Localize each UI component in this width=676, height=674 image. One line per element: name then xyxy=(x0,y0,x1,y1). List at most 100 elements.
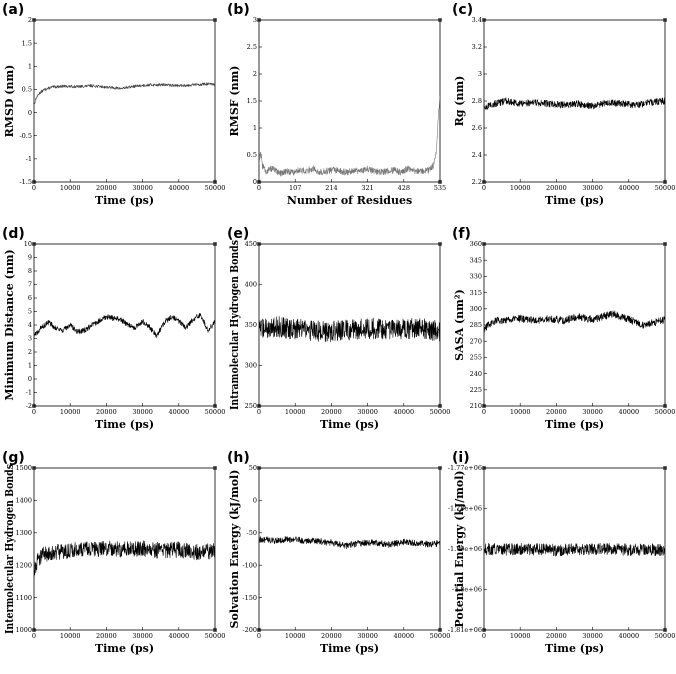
chart-panel-b: (b) 0 107 214 321 428 535 0 0.5 1 1.5 2 2.5 3 Number o… xyxy=(225,0,450,224)
y-tick-label: -150 xyxy=(242,594,257,602)
x-axis-label: Time (ps) xyxy=(545,418,604,431)
chart-svg: (e) 0 10000 20000 30000 40000 50000 250 300 350 40… xyxy=(227,226,450,431)
x-tick-label: 0 xyxy=(32,632,36,640)
x-tick-label: 50000 xyxy=(655,632,676,640)
y-tick-label: 345 xyxy=(470,256,482,264)
x-tick-label: 10000 xyxy=(510,408,531,416)
y-tick-label: -0.5 xyxy=(19,132,32,140)
y-tick-label: 1000 xyxy=(15,626,32,634)
y-tick-label: 285 xyxy=(470,321,482,329)
x-tick-label: 10000 xyxy=(285,408,306,416)
x-tick-label: 30000 xyxy=(582,408,603,416)
corner-marker xyxy=(438,18,442,22)
series-line xyxy=(259,316,440,343)
chart-panel-h: (h) 0 10000 20000 30000 40000 50000 -200 -150 -10… xyxy=(225,448,450,672)
y-tick-label: 2.2 xyxy=(472,178,482,186)
panel-label: (b) xyxy=(227,2,250,18)
corner-marker xyxy=(438,242,442,246)
x-tick-label: 50000 xyxy=(430,632,451,640)
corner-marker xyxy=(663,466,667,470)
series-line xyxy=(259,96,440,177)
corner-marker xyxy=(213,242,217,246)
panel-label: (i) xyxy=(452,450,470,466)
y-tick-label: 1.5 xyxy=(22,39,32,47)
x-tick-label: 50000 xyxy=(655,184,676,192)
corner-marker xyxy=(213,466,217,470)
x-tick-label: 10000 xyxy=(60,408,81,416)
y-tick-label: 3 xyxy=(253,16,257,24)
y-tick-label: 225 xyxy=(470,386,482,394)
y-axis-label: Rg (nm) xyxy=(453,76,466,127)
y-tick-label: 0.5 xyxy=(22,86,32,94)
x-axis-label: Time (ps) xyxy=(545,642,604,655)
plot-frame xyxy=(483,243,666,407)
x-tick-label: 107 xyxy=(289,184,301,192)
x-tick-label: 30000 xyxy=(132,184,153,192)
y-tick-label: -1 xyxy=(26,389,32,397)
x-tick-label: 30000 xyxy=(582,632,603,640)
x-tick-label: 10000 xyxy=(60,184,81,192)
x-axis-label: Time (ps) xyxy=(320,642,379,655)
x-tick-label: 40000 xyxy=(393,632,414,640)
y-tick-label: 1200 xyxy=(15,561,32,569)
y-tick-label: 1 xyxy=(28,62,32,70)
x-tick-label: 50000 xyxy=(205,632,226,640)
chart-svg: (h) 0 10000 20000 30000 40000 50000 -200 -150 -10… xyxy=(227,450,451,655)
chart-panel-a: (a) 0 10000 20000 30000 40000 50000 -1.5 -1 -0.5 0… xyxy=(0,0,225,224)
series-line xyxy=(484,542,665,557)
y-tick-label: 2.8 xyxy=(472,97,482,105)
x-tick-label: 50000 xyxy=(205,184,226,192)
y-tick-label: 255 xyxy=(470,354,482,362)
y-tick-label: 0 xyxy=(28,109,32,117)
y-axis-label: Intramolecular Hydrogen Bonds xyxy=(228,240,241,410)
panel-label: (g) xyxy=(2,450,25,466)
x-tick-label: 30000 xyxy=(132,408,153,416)
x-tick-label: 10000 xyxy=(285,632,306,640)
y-axis-label: Minimum Distance (nm) xyxy=(3,249,16,400)
x-tick-label: 40000 xyxy=(168,632,189,640)
y-axis-label: RMSF (nm) xyxy=(228,66,241,137)
x-axis-label: Number of Residues xyxy=(287,194,412,207)
x-axis-label: Time (ps) xyxy=(320,418,379,431)
x-tick-label: 535 xyxy=(434,184,446,192)
y-tick-label: 7 xyxy=(28,281,32,289)
y-tick-label: 1 xyxy=(28,362,32,370)
y-tick-label: -2 xyxy=(26,402,32,410)
y-tick-label: 0 xyxy=(28,375,32,383)
x-axis-label: Time (ps) xyxy=(545,194,604,207)
y-axis-label: Intermolecular Hydrogen Bonds xyxy=(3,464,16,634)
y-axis-label: RMSD (nm) xyxy=(3,65,16,138)
y-tick-label: 400 xyxy=(245,281,257,289)
x-tick-label: 321 xyxy=(361,184,373,192)
x-tick-label: 0 xyxy=(32,184,36,192)
chart-svg: (c) 0 10000 20000 30000 40000 50000 2.2 2.4 2.6 2.… xyxy=(452,2,676,207)
y-axis-label: Potential Energy (kJ/mol) xyxy=(453,470,466,627)
x-tick-label: 30000 xyxy=(132,632,153,640)
panel-label: (a) xyxy=(2,2,24,18)
y-tick-label: -1.77e+06 xyxy=(448,464,482,472)
plot-frame xyxy=(33,467,216,631)
panel-label: (e) xyxy=(227,226,249,242)
x-tick-label: 40000 xyxy=(618,408,639,416)
panel-label: (d) xyxy=(2,226,25,242)
x-axis-label: Time (ps) xyxy=(95,418,154,431)
y-tick-label: 3.4 xyxy=(472,16,482,24)
y-tick-label: 1300 xyxy=(15,529,32,537)
y-tick-label: -100 xyxy=(242,561,257,569)
chart-svg: (a) 0 10000 20000 30000 40000 50000 -1.5 -1 -0.5 0… xyxy=(2,2,226,207)
y-tick-label: 0.5 xyxy=(247,151,257,159)
y-tick-label: 2 xyxy=(253,70,257,78)
chart-panel-f: (f) 0 10000 20000 30000 40000 50000 210 225 240 25… xyxy=(450,224,675,448)
chart-svg: (i) 0 10000 20000 30000 40000 50000 -1.81e+06 -1… xyxy=(448,450,676,655)
y-tick-label: -1.8e+06 xyxy=(452,586,482,594)
corner-marker xyxy=(663,242,667,246)
x-tick-label: 30000 xyxy=(357,632,378,640)
series-line xyxy=(484,310,665,336)
x-tick-label: 0 xyxy=(482,408,486,416)
plot-frame xyxy=(258,19,441,183)
series-line xyxy=(34,540,215,577)
x-tick-label: 0 xyxy=(257,184,261,192)
y-tick-label: 9 xyxy=(28,254,32,262)
x-axis-label: Time (ps) xyxy=(95,642,154,655)
